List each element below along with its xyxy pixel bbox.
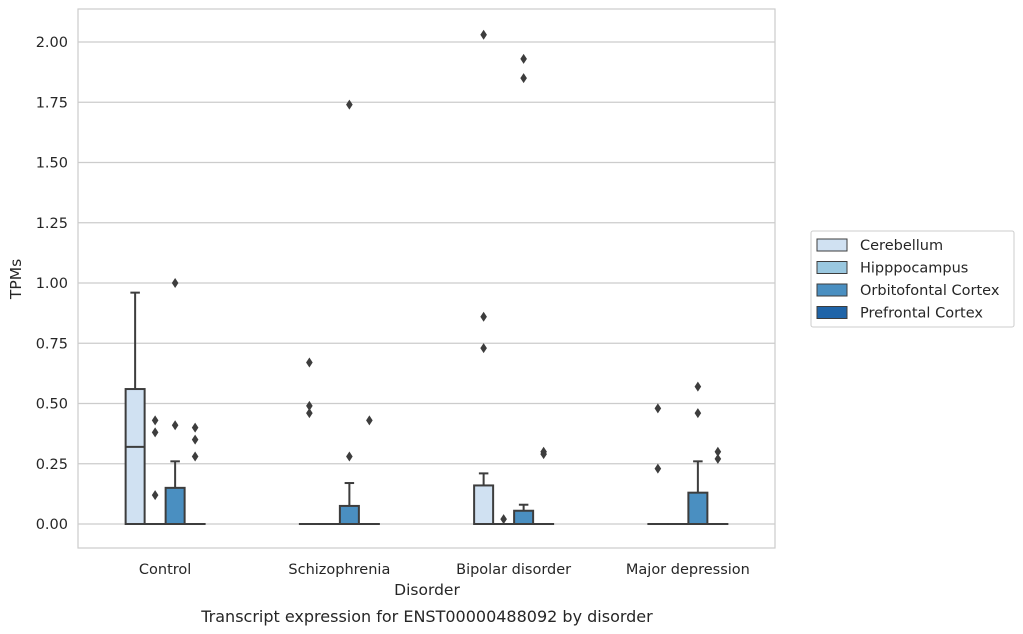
box-element	[473, 29, 495, 526]
outlier-point	[480, 311, 487, 322]
legend-label: Cerebellum	[860, 238, 943, 254]
box-element	[707, 446, 729, 526]
legend-swatch	[816, 306, 848, 319]
x-tick-label: Schizophrenia	[288, 562, 390, 578]
y-tick-label: 1.75	[36, 95, 68, 111]
box-element	[124, 291, 146, 526]
y-tick-label: 2.00	[36, 35, 68, 51]
outlier-point	[500, 514, 507, 525]
y-tick-label: 1.50	[36, 156, 68, 172]
plot-frame	[77, 8, 776, 549]
outlier-point	[520, 73, 527, 84]
y-tick-label: 0.00	[36, 517, 68, 533]
box	[513, 509, 535, 525]
outlier-point	[306, 400, 313, 411]
legend-label: Hipppocampus	[860, 261, 968, 277]
outlier-point	[151, 490, 159, 501]
box-element	[533, 446, 555, 526]
outlier-point	[694, 381, 702, 392]
legend-swatch	[816, 261, 848, 274]
outlier-point	[714, 453, 722, 464]
outlier-point	[480, 343, 487, 354]
gridlines	[78, 41, 775, 525]
legend-swatch	[816, 283, 848, 297]
box-element	[338, 99, 360, 525]
box-element	[184, 422, 206, 526]
legend-frame	[810, 230, 1015, 328]
outlier-point	[171, 278, 179, 288]
box-element	[493, 514, 515, 526]
y-axis-label: TPMs	[7, 259, 25, 300]
outlier-point	[191, 434, 199, 445]
outlier-point	[366, 415, 373, 426]
x-tick-labels: Control Schizophrenia Bipolar disorder Majo…	[139, 562, 750, 578]
y-tick-label: 1.25	[36, 216, 68, 232]
outlier-point	[171, 420, 179, 431]
x-tick-label: Major depression	[626, 562, 750, 578]
legend-swatch	[816, 238, 848, 252]
y-tick-label: 1.00	[36, 276, 68, 292]
outlier-point	[151, 427, 159, 438]
outlier-point	[191, 422, 199, 433]
outlier-point	[346, 99, 353, 110]
y-tick-label: 0.50	[36, 397, 68, 413]
box	[124, 388, 146, 526]
outlier-point	[306, 357, 313, 368]
y-tick-labels: 0.00 0.25 0.50 0.75 1.00 1.25 1.50 1.75 2.00	[36, 35, 68, 533]
box	[687, 491, 709, 526]
boxes	[124, 29, 729, 526]
box	[338, 504, 360, 525]
outlier-point	[520, 53, 527, 64]
legend-label: Prefrontal Cortex	[860, 306, 983, 322]
box-element	[164, 278, 186, 526]
outlier-point	[346, 451, 353, 462]
y-tick-label: 0.25	[36, 457, 68, 473]
outlier-point	[191, 451, 199, 462]
legend-label: Orbitofontal Cortex	[860, 283, 1000, 299]
box-element	[358, 415, 380, 526]
x-tick-label: Control	[139, 562, 191, 578]
outlier-point	[480, 29, 487, 40]
x-tick-label: Bipolar disorder	[456, 562, 571, 578]
outlier-point	[654, 463, 662, 474]
box	[473, 484, 495, 526]
legend: Cerebellum Hipppocampus Orbitofontal Corte…	[810, 230, 1015, 328]
outlier-point	[306, 408, 313, 419]
chart-caption: Transcript expression for ENST0000048809…	[200, 607, 653, 626]
box-element	[687, 381, 709, 526]
x-axis-label: Disorder	[394, 581, 460, 599]
outlier-point	[151, 415, 159, 426]
outlier-point	[694, 408, 702, 419]
y-tick-label: 0.75	[36, 336, 68, 352]
outlier-point	[540, 446, 547, 457]
box-element	[513, 53, 535, 525]
outlier-point	[654, 403, 662, 414]
box	[164, 486, 186, 526]
outlier-point	[714, 446, 722, 457]
box-element	[144, 415, 166, 526]
box-element	[298, 357, 320, 526]
